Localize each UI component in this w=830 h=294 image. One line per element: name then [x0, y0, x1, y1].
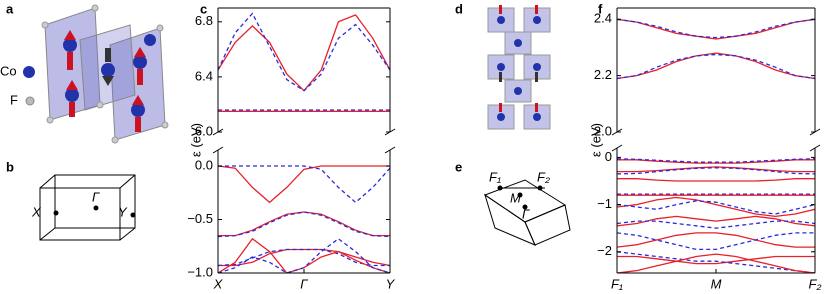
x-tick-label: Y — [386, 276, 396, 291]
y-axis-label: ε (eV) — [188, 123, 203, 157]
y-tick-label: 6.0 — [195, 123, 213, 138]
y-tick-label: −2 — [597, 243, 612, 258]
band-line — [617, 196, 815, 218]
axis-break — [611, 144, 623, 152]
kpoint-label: F₂ — [537, 169, 550, 184]
band-line — [617, 232, 815, 248]
band-line — [617, 215, 815, 227]
band-line — [617, 251, 815, 273]
panel-label: e — [455, 159, 462, 174]
x-tick-label: Γ — [300, 276, 308, 291]
y-tick-label: −1 — [597, 196, 612, 211]
band-line — [218, 237, 390, 273]
band-line — [218, 12, 390, 92]
panel-label: b — [6, 159, 14, 174]
band-line — [218, 14, 390, 92]
crystal-a — [23, 4, 169, 144]
band-line — [617, 18, 815, 40]
band-line — [218, 211, 390, 237]
kpoint-label: Γ — [522, 206, 530, 221]
band-line — [218, 248, 390, 267]
y-tick-label: 0 — [605, 149, 612, 164]
axis-break — [212, 146, 224, 154]
band-line — [617, 253, 815, 273]
y-axis-label: ε (eV) — [588, 123, 603, 157]
band-line — [218, 248, 390, 267]
band-line — [617, 178, 815, 182]
y-tick-label: 6.4 — [195, 68, 213, 83]
y-tick-label: 2.4 — [594, 11, 612, 26]
crystal-d — [487, 5, 551, 130]
kpoints-b — [53, 205, 136, 218]
y-tick-label: 0.0 — [195, 157, 213, 172]
brillouin-b — [39, 174, 136, 241]
band-line — [617, 166, 815, 173]
kpoints-e — [497, 185, 543, 210]
y-tick-label: 2.0 — [594, 123, 612, 138]
y-tick-label: 2.2 — [594, 67, 612, 82]
x-tick-label: X — [213, 276, 224, 291]
x-tick-label: F₁ — [611, 276, 623, 291]
kpoint-label: Y — [118, 204, 128, 219]
band-line — [617, 159, 815, 164]
y-tick-label: −1.0 — [187, 264, 213, 279]
x-tick-label: M — [711, 276, 722, 291]
panel-label: d — [455, 1, 463, 16]
axis-break — [809, 144, 821, 152]
band-line — [617, 220, 815, 229]
band-line — [617, 232, 815, 251]
panel-label: a — [6, 1, 14, 16]
band-line — [617, 200, 815, 215]
legend-f: F — [10, 92, 18, 107]
band-line — [617, 52, 815, 80]
y-tick-label: 6.8 — [195, 13, 213, 28]
axis-break — [384, 146, 396, 154]
band-line — [617, 158, 815, 163]
band-line — [617, 18, 815, 39]
y-tick-label: −0.5 — [187, 211, 213, 226]
x-tick-label: F₂ — [809, 276, 822, 291]
kpoint-label: Γ — [92, 189, 100, 204]
kpoint-label: X — [31, 204, 42, 219]
legend-co: Co — [0, 63, 17, 78]
band-line — [617, 255, 815, 265]
band-line — [218, 165, 390, 204]
kpoint-label: F₁ — [489, 169, 501, 184]
kpoint-label: M — [510, 190, 521, 205]
band-line — [218, 211, 390, 238]
panel-label: c — [200, 1, 207, 16]
band-line — [218, 165, 390, 204]
panel-label: f — [598, 1, 603, 16]
band-line — [617, 167, 815, 175]
band-line — [617, 53, 815, 80]
